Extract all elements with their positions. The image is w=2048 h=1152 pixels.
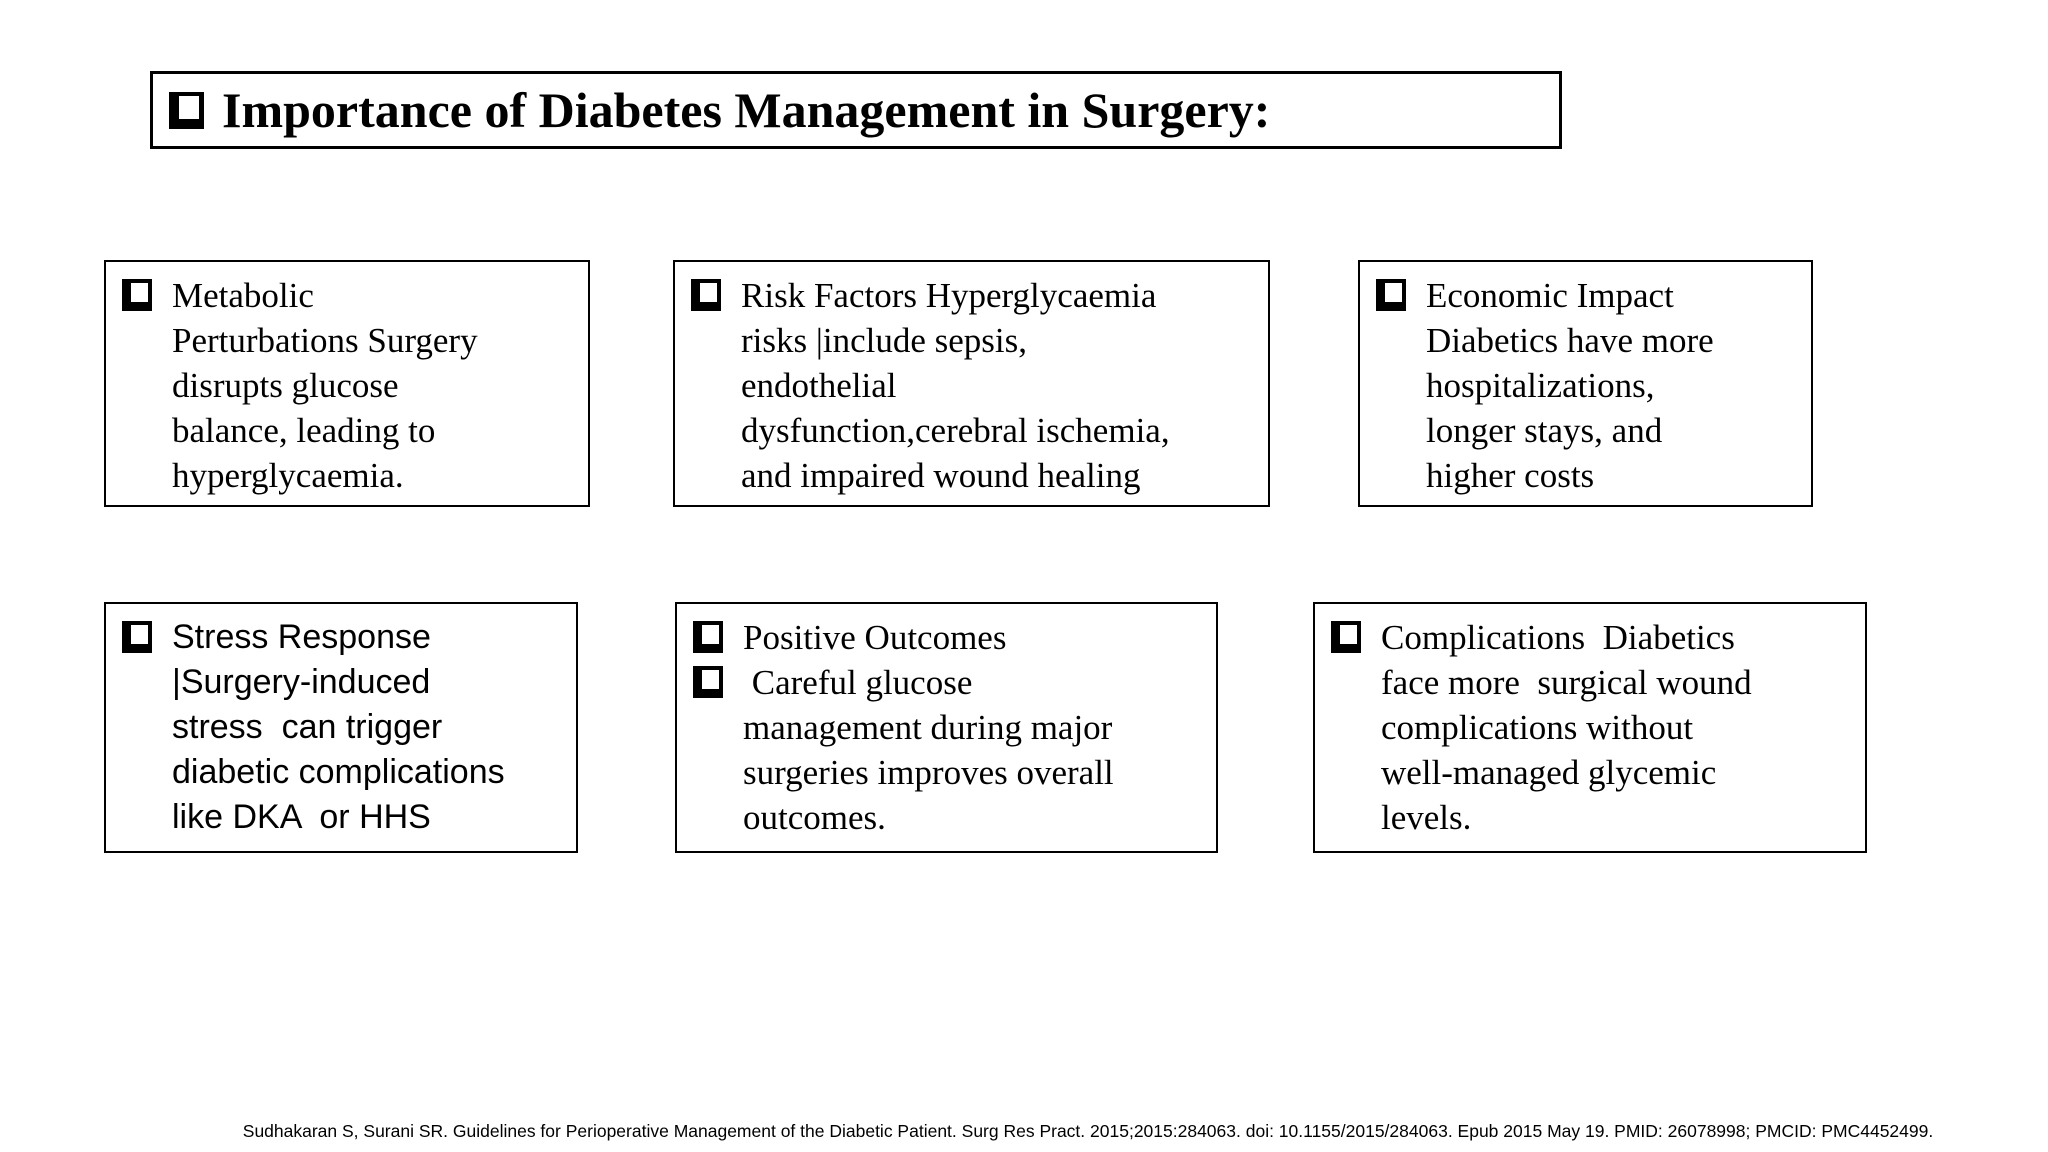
box-text: Complications Diabetics face more surgic… — [1381, 618, 1752, 837]
box-text: Economic Impact Diabetics have more hosp… — [1426, 276, 1714, 495]
checkbox-bullet-icon — [691, 279, 721, 311]
checkbox-bullet-icon — [169, 91, 204, 129]
box-text: Risk Factors Hyperglycaemia risks |inclu… — [741, 276, 1170, 495]
checkbox-bullet-icon — [122, 621, 152, 653]
box-risk-factors: Risk Factors Hyperglycaemia risks |inclu… — [673, 260, 1270, 507]
checkbox-bullet-icon — [693, 666, 723, 698]
checkbox-bullet-icon — [693, 621, 723, 653]
bullet-item: Careful glucose management during major … — [693, 660, 1210, 840]
box-positive-outcomes: Positive Outcomes Careful glucose manage… — [675, 602, 1218, 853]
box-metabolic-perturbations: Metabolic Perturbations Surgery disrupts… — [104, 260, 590, 507]
box-complications: Complications Diabetics face more surgic… — [1313, 602, 1867, 853]
box-text: Careful glucose management during major … — [743, 663, 1114, 837]
bullet-item: Complications Diabetics face more surgic… — [1331, 615, 1859, 840]
box-text: Metabolic Perturbations Surgery disrupts… — [172, 276, 478, 495]
bullet-item: Positive Outcomes — [693, 615, 1210, 660]
title-box: Importance of Diabetes Management in Sur… — [150, 71, 1562, 149]
box-economic-impact: Economic Impact Diabetics have more hosp… — [1358, 260, 1813, 507]
bullet-item: Metabolic Perturbations Surgery disrupts… — [122, 273, 582, 498]
box-text: Stress Response |Surgery-induced stress … — [172, 618, 505, 836]
bullet-item: Risk Factors Hyperglycaemia risks |inclu… — [691, 273, 1262, 498]
box-text: Positive Outcomes — [743, 618, 1007, 657]
box-stress-response: Stress Response |Surgery-induced stress … — [104, 602, 578, 853]
bullet-item: Economic Impact Diabetics have more hosp… — [1376, 273, 1805, 498]
bullet-item: Stress Response |Surgery-induced stress … — [122, 615, 570, 840]
checkbox-bullet-icon — [1331, 621, 1361, 653]
checkbox-bullet-icon — [1376, 279, 1406, 311]
slide-title: Importance of Diabetes Management in Sur… — [222, 82, 1271, 138]
checkbox-bullet-icon — [122, 279, 152, 311]
citation-text: Sudhakaran S, Surani SR. Guidelines for … — [242, 1121, 1934, 1141]
